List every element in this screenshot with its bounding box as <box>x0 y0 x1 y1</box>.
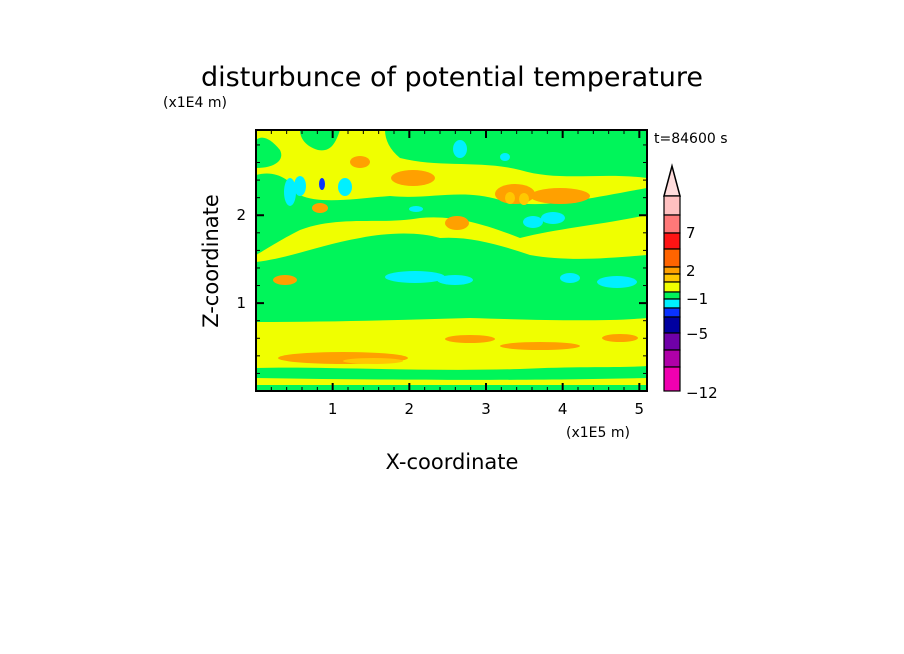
colorbar-swatch <box>663 366 681 392</box>
colorbar-swatch <box>663 266 681 275</box>
x-tick-label: 5 <box>635 400 645 418</box>
y-tick-label: 2 <box>236 206 246 224</box>
contour-region <box>284 178 296 206</box>
colorbar-extend-triangle <box>663 163 681 197</box>
contour-region <box>338 178 352 196</box>
colorbar-label: −12 <box>686 384 718 402</box>
colorbar-swatch <box>663 273 681 283</box>
contour-region <box>560 273 580 283</box>
time-label: t=84600 s <box>654 131 728 147</box>
contour-region <box>256 137 282 168</box>
contour-region <box>597 276 637 288</box>
colorbar-label: 2 <box>686 262 696 280</box>
contour-region <box>350 156 370 168</box>
x-scale-label: (x1E5 m) <box>566 425 630 441</box>
colorbar-swatch <box>663 316 681 334</box>
contour-region <box>319 178 325 190</box>
contour-region <box>343 358 403 364</box>
colorbar-swatch <box>663 332 681 351</box>
colorbar-swatch <box>663 232 681 250</box>
colorbar-label: −5 <box>686 325 708 343</box>
colorbar-swatch <box>663 307 681 318</box>
x-tick-label: 4 <box>558 400 568 418</box>
contour-region <box>519 193 529 205</box>
x-tick-label: 3 <box>481 400 491 418</box>
colorbar-swatch <box>663 195 681 216</box>
contour-region <box>500 153 510 161</box>
contour-region <box>500 342 580 350</box>
contour-region <box>256 385 647 391</box>
contour-region <box>256 173 647 255</box>
y-axis-label: Z-coordinate <box>199 194 223 328</box>
colorbar-swatch <box>663 291 681 300</box>
colorbar-swatch <box>663 248 681 268</box>
plot-frame <box>255 129 648 392</box>
x-tick-label: 1 <box>328 400 338 418</box>
colorbar-label: −1 <box>686 290 708 308</box>
chart-title: disturbunce of potential temperature <box>201 62 703 93</box>
x-axis-label: X-coordinate <box>386 450 519 474</box>
contour-region <box>505 192 515 204</box>
y-scale-label: (x1E4 m) <box>163 95 227 111</box>
y-tick-label: 1 <box>236 294 246 312</box>
contour-region <box>391 170 435 186</box>
colorbar-swatch <box>663 298 681 309</box>
contour-region <box>273 275 297 285</box>
colorbar-swatch <box>663 214 681 234</box>
contour-region <box>294 176 306 196</box>
axis-ticks: 1 2 3 4 5 1 2 <box>236 130 647 418</box>
contour-region <box>300 130 340 151</box>
contour-region <box>530 188 590 204</box>
colorbar: 7 2 −1 −5 −12 <box>663 163 718 402</box>
contour-region <box>445 216 469 230</box>
contour-region <box>453 140 467 158</box>
colorbar-swatch <box>663 349 681 368</box>
contour-region <box>312 203 328 213</box>
x-tick-label: 2 <box>405 400 415 418</box>
colorbar-swatch <box>663 281 681 293</box>
colorbar-label: 7 <box>686 224 696 242</box>
contour-region <box>385 271 445 283</box>
contour-region <box>385 130 647 178</box>
contour-region <box>437 275 473 285</box>
contour-region <box>445 335 495 343</box>
contour-region <box>256 366 647 380</box>
contour-region <box>523 216 543 228</box>
contour-region <box>541 212 565 224</box>
contour-region <box>409 206 423 212</box>
contour-region <box>602 334 638 342</box>
contour-field <box>256 130 647 391</box>
contour-region <box>495 184 535 204</box>
